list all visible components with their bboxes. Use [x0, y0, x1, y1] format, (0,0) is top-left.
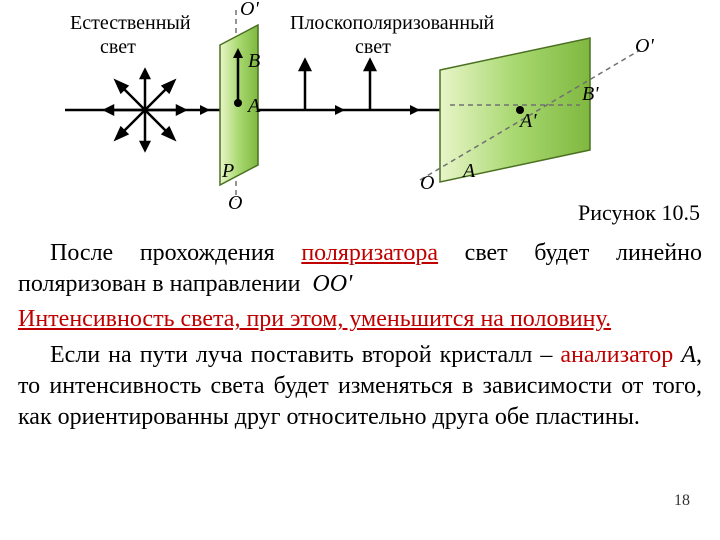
label-A-prime: A'	[520, 110, 537, 133]
p3-A: A	[673, 342, 696, 368]
label-P: P	[222, 160, 234, 183]
p3-before: Если на пути луча поставить второй крист…	[50, 342, 560, 368]
label-A-right: A	[463, 160, 475, 183]
label-O-prime-right: O'	[635, 35, 654, 58]
label-O-bottom: O	[228, 192, 242, 215]
p1-oo: OO'	[312, 271, 352, 297]
figure-caption: Рисунок 10.5	[578, 200, 700, 226]
label-natural-2: свет	[100, 36, 136, 59]
p2-intensity: Интенсивность света, при этом, уменьшитс…	[18, 306, 611, 332]
label-O-prime-top: O'	[240, 0, 259, 21]
label-polarized-1: Плоскополяризованный	[290, 12, 494, 35]
p1-polarizer: поляризатора	[301, 240, 438, 266]
body-text: После прохождения поляризатора свет буде…	[0, 238, 720, 433]
label-A: A	[248, 95, 260, 118]
page-number: 18	[674, 492, 690, 510]
p3-analyzer: анализатор	[560, 342, 673, 368]
label-natural-1: Естественный	[70, 12, 191, 35]
label-B: B	[248, 50, 260, 73]
label-O-right: O	[420, 172, 434, 195]
label-polarized-2: свет	[355, 36, 391, 59]
p1-before: После прохождения	[50, 240, 301, 266]
label-B-prime: B'	[582, 83, 599, 106]
polarization-diagram: Естественный свет Плоскополяризованный с…	[0, 0, 720, 210]
